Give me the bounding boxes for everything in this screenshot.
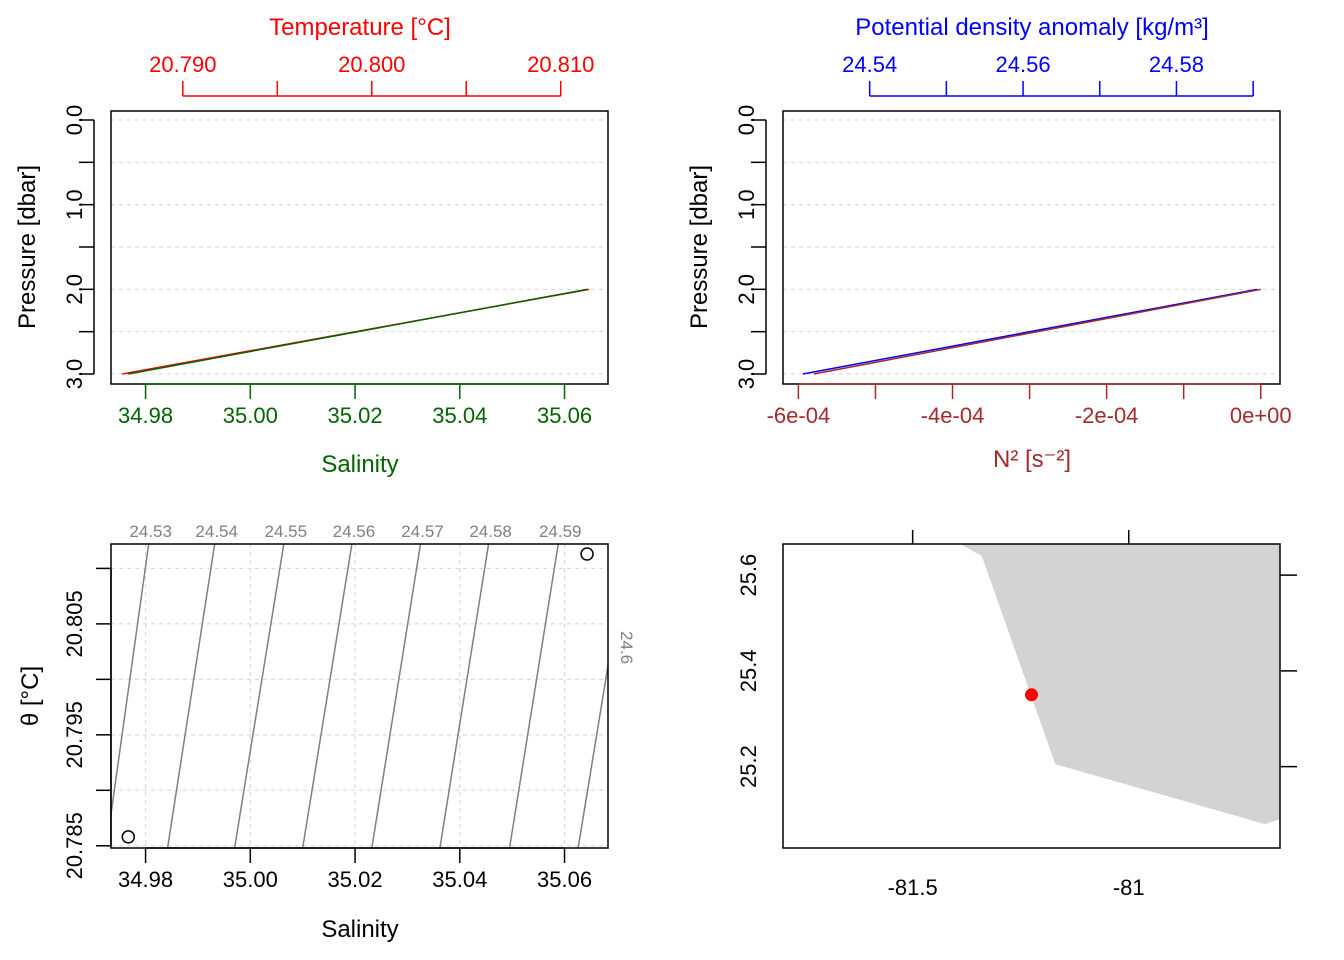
isopycnal-label: 24.56 <box>333 522 376 541</box>
left-tick-label: 1.0 <box>734 189 759 220</box>
bottom-tick-label: 34.98 <box>118 403 173 428</box>
isopycnal-label: 24.6 <box>617 631 636 664</box>
top-tick-label: 20.800 <box>338 52 405 77</box>
bottom-tick-label: 35.04 <box>432 867 487 892</box>
bottom-tick-label: 0e+00 <box>1230 403 1292 428</box>
top-tick-label: 24.54 <box>842 52 897 77</box>
p4-station <box>1025 688 1038 702</box>
station-point <box>1025 688 1038 702</box>
isopycnal-line <box>439 543 490 849</box>
isopycnal-line <box>301 543 353 849</box>
left-tick-label: 0.0 <box>734 105 759 136</box>
bottom-tick-label: 35.04 <box>432 403 487 428</box>
p4-plot-frame <box>782 543 1281 849</box>
p2-bottom-axis-label: N² [s⁻²] <box>993 446 1071 473</box>
bottom-tick-label: -2e-04 <box>1075 403 1139 428</box>
land-polygon <box>960 544 1280 825</box>
isopycnal-label: 24.54 <box>195 522 238 541</box>
top-tick-label: 24.56 <box>996 52 1051 77</box>
bottom-tick-label: -81.5 <box>888 875 938 900</box>
p4-axes: -81.5 -81 25.2 25.4 25.6 <box>736 530 1297 900</box>
density-line <box>802 288 1258 375</box>
p3-isopycnals: 24.53 24.54 24.55 24.56 24.57 24.58 24.59 24.6 <box>110 522 636 849</box>
p2-y-axis-label: Pressure [dbar] <box>686 165 713 329</box>
isopycnal-line <box>577 665 609 849</box>
p3-x-axis-label: Salinity <box>321 916 398 943</box>
top-tick-label: 20.810 <box>527 52 594 77</box>
p3-grid <box>111 544 608 848</box>
left-tick-label: 20.805 <box>62 590 87 657</box>
isopycnal-label: 24.59 <box>539 522 582 541</box>
isopycnal-label: 24.58 <box>469 522 512 541</box>
left-tick-label: 25.6 <box>736 554 761 597</box>
p1-bottom-axis-label: Salinity <box>321 451 398 478</box>
left-tick-label: 25.2 <box>736 745 761 788</box>
p4-land <box>960 544 1280 825</box>
left-tick-label: 0.0 <box>62 105 87 136</box>
top-tick-label: 20.790 <box>149 52 216 77</box>
isopycnal-line <box>166 543 216 849</box>
isopycnal-line <box>233 543 285 849</box>
p2-lines <box>802 288 1261 375</box>
p1-axes: 20.790 20.800 20.810 34.98 35.00 35.02 35.04 35… <box>62 52 594 428</box>
left-tick-label: 3.0 <box>734 359 759 390</box>
p2-axes: 24.54 24.56 24.58 -6e-04 -4e-04 -2e-04 0e+00 0.… <box>734 52 1292 428</box>
bottom-tick-label: 35.00 <box>223 867 278 892</box>
left-tick-label: 20.785 <box>62 812 87 879</box>
left-tick-label: 20.795 <box>62 701 87 768</box>
bottom-tick-label: -81 <box>1113 875 1145 900</box>
bottom-tick-label: 35.06 <box>537 867 592 892</box>
isopycnal-line <box>508 543 559 849</box>
left-tick-label: 1.0 <box>62 189 87 220</box>
bottom-tick-label: 35.06 <box>537 403 592 428</box>
ts-diagram-panel: 24.53 24.54 24.55 24.56 24.57 24.58 24.5924.6 … <box>17 522 636 943</box>
bottom-tick-label: 35.02 <box>328 403 383 428</box>
p3-points <box>121 547 594 844</box>
salinity-line <box>128 288 588 375</box>
bottom-tick-label: 34.98 <box>118 867 173 892</box>
p2-top-axis-label: Potential density anomaly [kg/m³] <box>855 14 1209 41</box>
isopycnal-label: 24.55 <box>265 522 308 541</box>
ts-point <box>121 830 136 844</box>
left-tick-label: 2.0 <box>734 274 759 305</box>
p1-lines <box>122 288 590 375</box>
p3-y-axis-label: θ [°C] <box>17 666 44 726</box>
p3-axes: 34.98 35.00 35.02 35.04 35.06 20.785 20.795 20.… <box>62 567 592 892</box>
profile-n2-density-panel: 24.54 24.56 24.58 -6e-04 -4e-04 -2e-04 0e+00 0.… <box>686 14 1292 473</box>
bottom-tick-label: -4e-04 <box>921 403 985 428</box>
left-tick-label: 2.0 <box>62 274 87 305</box>
isopycnal-label: 24.57 <box>401 522 444 541</box>
isopycnal-line <box>110 543 150 815</box>
isopycnal-line <box>371 543 422 849</box>
p1-y-axis-label: Pressure [dbar] <box>14 165 41 329</box>
bottom-tick-label: -6e-04 <box>767 403 831 428</box>
left-tick-label: 3.0 <box>62 359 87 390</box>
station-map-panel: -81.5 -81 25.2 25.4 25.6 <box>736 530 1297 900</box>
p1-top-axis-label: Temperature [°C] <box>269 14 451 41</box>
bottom-tick-label: 35.02 <box>328 867 383 892</box>
n2-line <box>813 288 1261 375</box>
top-tick-label: 24.58 <box>1149 52 1204 77</box>
ts-point <box>580 547 594 561</box>
profile-salinity-temperature-panel: 20.790 20.800 20.810 34.98 35.00 35.02 35.04 35… <box>14 14 609 478</box>
isopycnal-label: 24.53 <box>129 522 172 541</box>
left-tick-label: 25.4 <box>736 649 761 692</box>
bottom-tick-label: 35.00 <box>223 403 278 428</box>
